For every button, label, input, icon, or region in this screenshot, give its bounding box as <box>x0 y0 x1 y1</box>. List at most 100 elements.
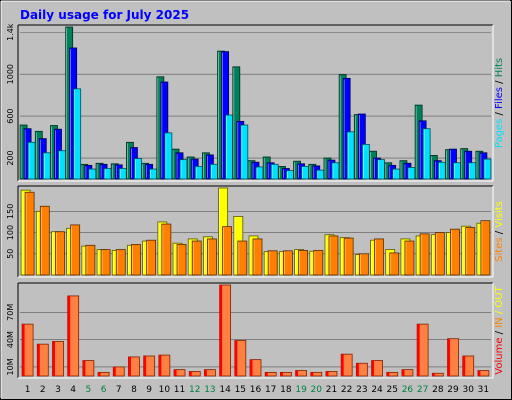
y-tick-label: 50 <box>6 249 15 259</box>
panel-background <box>18 25 493 181</box>
bar-sites-day-5 <box>85 244 96 276</box>
chart-panels: 1.4k 1000 600 200 Pages / Files / Hits 150 100… <box>6 23 505 379</box>
bar-volume-edge <box>462 355 466 376</box>
x-tick-label: 26 <box>402 385 414 395</box>
x-tick-label: 8 <box>131 385 137 395</box>
x-tick-label: 28 <box>432 385 444 395</box>
y-tick-label: 600 <box>6 108 15 123</box>
bar-volume-edge <box>82 360 86 376</box>
legend-entry: / <box>494 228 505 238</box>
bar-volume-edge <box>189 371 192 376</box>
bar-volume-edge <box>295 370 299 376</box>
x-tick-label: 5 <box>86 385 92 395</box>
y-tick-label: 100 <box>6 225 15 240</box>
legend-hits-files-pages: Pages / Files / Hits <box>494 58 505 148</box>
bar-sites-day-30 <box>465 227 476 276</box>
y-tick-label: 40M <box>6 331 15 348</box>
bar-sites-day-16 <box>252 238 263 276</box>
bar-sites-day-2 <box>39 205 50 276</box>
bar-volume-edge <box>371 360 375 376</box>
bar-volume-edge <box>98 372 101 376</box>
bar-sites-day-7 <box>115 249 126 276</box>
y-tick-label: 1000 <box>6 64 15 84</box>
bar-volume-edge <box>356 363 359 376</box>
legend-entry: / <box>494 77 505 87</box>
bar-volume-edge <box>22 324 25 376</box>
bar-volume-edge <box>174 369 177 376</box>
legend-entry: / <box>494 328 505 338</box>
bar-files-day-10 <box>160 81 169 180</box>
x-tick-label: 29 <box>447 385 459 395</box>
bar-sites-day-11 <box>176 244 187 276</box>
bar-sites-day-15 <box>237 240 248 276</box>
bar-files-day-22 <box>342 77 351 180</box>
bar-sites-day-23 <box>358 253 369 276</box>
x-tick-label: 1 <box>25 385 31 395</box>
bar-volume-edge <box>325 371 329 376</box>
bar-sites-day-6 <box>100 249 111 276</box>
legend-visits-sites: Sites / Visits <box>494 201 505 262</box>
bar-sites-day-22 <box>343 237 354 276</box>
x-tick-label: 4 <box>70 385 76 395</box>
bar-volume-edge <box>417 324 420 376</box>
bar-pages-day-31 <box>483 158 492 180</box>
y-tick-label: 10M <box>6 358 15 375</box>
legend-entry: Volume <box>494 338 505 375</box>
legend-entry: / <box>494 308 505 318</box>
y-tick-label: 150 <box>6 204 15 219</box>
bar-sites-day-17 <box>267 250 278 276</box>
bar-volume-edge <box>386 372 390 376</box>
bar-sites-day-3 <box>55 231 65 276</box>
bar-sites-day-20 <box>313 249 324 276</box>
bar-sites-day-12 <box>191 240 202 276</box>
legend-entry: IN <box>494 317 505 327</box>
x-tick-label: 16 <box>250 385 262 395</box>
bar-volume-edge <box>52 341 55 376</box>
bar-volume-edge <box>37 344 40 376</box>
x-tick-label: 22 <box>341 385 352 395</box>
x-tick-label: 17 <box>265 385 276 395</box>
bar-sites-day-27 <box>419 233 430 276</box>
bar-volume-edge <box>477 370 481 376</box>
bar-volume-edge <box>447 338 451 376</box>
legend-entry: / <box>494 109 505 119</box>
legend-entry: Hits <box>494 58 505 77</box>
x-tick-label: 12 <box>189 385 200 395</box>
x-tick-label: 7 <box>116 385 122 395</box>
bar-sites-day-28 <box>434 232 445 276</box>
bar-sites-day-31 <box>480 220 491 276</box>
bar-sites-day-25 <box>389 252 400 276</box>
bar-sites-day-21 <box>328 235 339 276</box>
legend-entry: Sites <box>494 237 505 261</box>
bar-sites-day-9 <box>146 239 157 276</box>
y-tick-label: 1.4k <box>6 23 15 41</box>
bar-volume-edge <box>250 359 253 376</box>
bar-volume-edge <box>265 372 268 376</box>
bar-volume-edge <box>432 373 435 376</box>
bar-sites-day-4 <box>70 224 81 276</box>
x-tick-label: 21 <box>326 385 337 395</box>
x-tick-label: 23 <box>356 385 367 395</box>
bar-volume-edge <box>341 354 344 376</box>
bar-sites-day-26 <box>404 240 415 276</box>
bar-volume-edge <box>219 285 223 376</box>
bar-volume-edge <box>310 372 314 376</box>
bar-volume-edge <box>143 355 147 376</box>
bar-volume-edge <box>158 355 162 376</box>
x-tick-label: 24 <box>371 385 383 395</box>
x-tick-label: 25 <box>387 385 398 395</box>
panel-hits-files-pages: 1.4k 1000 600 200 Pages / Files / Hits <box>6 23 505 182</box>
bar-volume-edge <box>280 372 283 376</box>
x-tick-label: 31 <box>478 385 489 395</box>
y-tick-label: 70M <box>6 304 15 321</box>
x-tick-label: 2 <box>40 385 46 395</box>
x-tick-label: 27 <box>417 385 428 395</box>
bar-pages-day-15 <box>240 124 249 180</box>
day-labels: 1 2 3 4 5 6 7 8 9 10 11 12 13 14 15 16 17 18 19 20 21 22 23 24 2… <box>25 385 489 395</box>
bar-sites-day-1 <box>24 191 35 276</box>
panel-visits-sites: 150 100 50 Sites / Visits <box>6 185 505 278</box>
legend-entry: Files <box>494 87 505 109</box>
bar-sites-day-24 <box>374 238 384 276</box>
bar-pages-day-4 <box>73 88 82 180</box>
